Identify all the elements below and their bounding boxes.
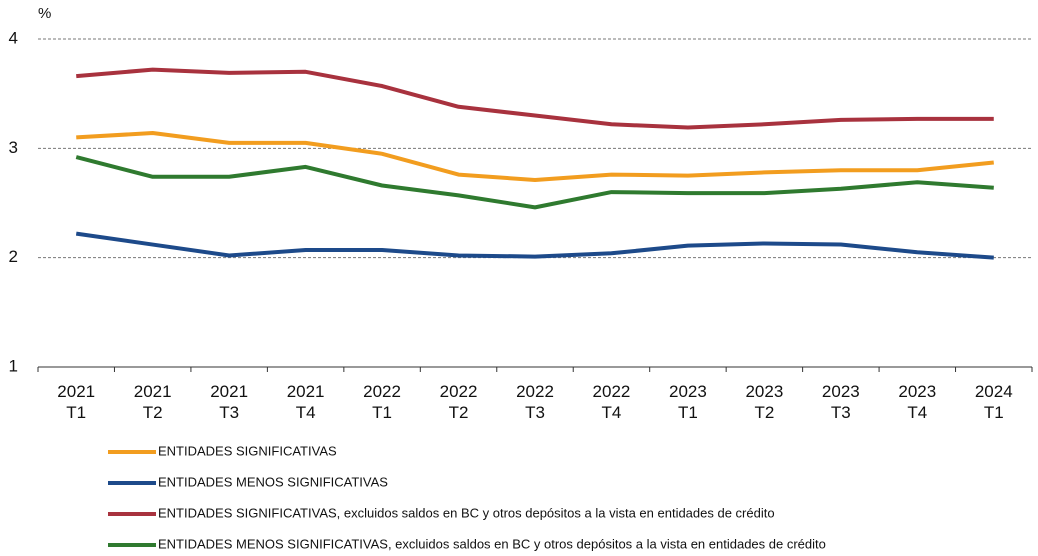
x-tick-label: 2021 T1 (57, 382, 96, 422)
legend-label: ENTIDADES MENOS SIGNIFICATIVAS (158, 474, 388, 489)
x-tick-label: 2023 T1 (669, 382, 707, 422)
x-tick-label: 2022 T2 (439, 382, 478, 422)
y-axis-label: % (38, 5, 51, 22)
x-tick-label: 2022 T3 (516, 382, 554, 422)
x-tick-label: 2021 T2 (133, 382, 172, 422)
y-tick-label: 1 (9, 356, 18, 375)
x-tick-label: 2021 T4 (286, 382, 325, 422)
legend-label: ENTIDADES SIGNIFICATIVAS (158, 443, 337, 458)
line (76, 67, 994, 130)
x-tick-label: 2023 T4 (898, 382, 937, 422)
line (75, 155, 994, 210)
x-tick-label: 2022 T1 (363, 382, 401, 422)
y-tick-label: 3 (9, 138, 18, 157)
line (75, 231, 994, 260)
x-tick-label: 2022 T4 (592, 382, 631, 422)
x-tick-label: 2023 T3 (821, 382, 860, 422)
x-tick-label: 2023 T2 (745, 382, 784, 422)
line (76, 131, 994, 183)
x-tick-label: 2024 T1 (974, 382, 1013, 422)
x-tick-label: 2021 T3 (210, 382, 249, 422)
legend-label: ENTIDADES MENOS SIGNIFICATIVAS, excluido… (158, 536, 826, 551)
legend-label: ENTIDADES SIGNIFICATIVAS, excluidos sald… (158, 505, 775, 520)
y-tick-label: 4 (9, 28, 18, 47)
y-tick-label: 2 (9, 247, 18, 266)
